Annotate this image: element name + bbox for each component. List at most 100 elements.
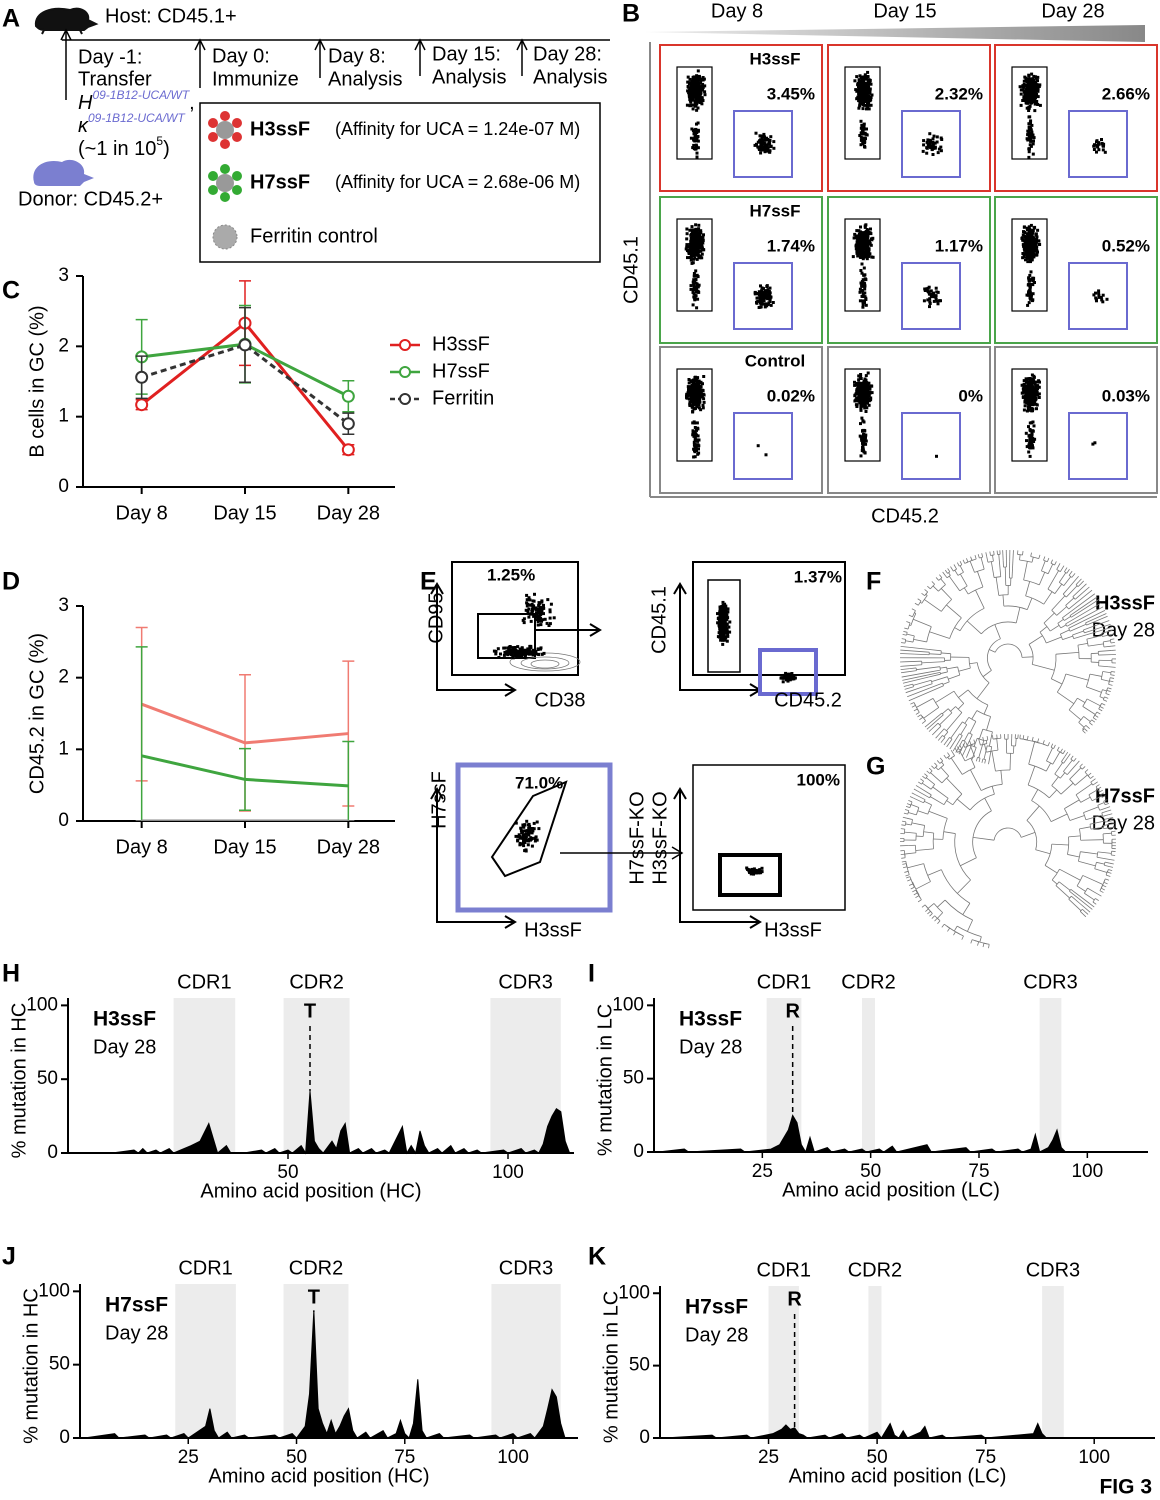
event-dot [695, 401, 698, 404]
tree-branch [1111, 675, 1115, 676]
tree-branch [910, 877, 911, 880]
tree-branch [1045, 865, 1057, 873]
event-dot [527, 843, 530, 846]
row-label: Control [745, 351, 805, 370]
tree-branch [943, 572, 945, 575]
event-dot [1030, 145, 1033, 148]
event-dot [525, 820, 528, 823]
tree-branch [1084, 729, 1087, 732]
event-dot [765, 453, 768, 456]
event-dot [689, 82, 692, 85]
tree-branch [974, 569, 984, 572]
tree-branch [937, 918, 940, 921]
donor-label: Donor: CD45.2+ [18, 188, 163, 210]
tree-branch [1061, 783, 1073, 794]
tree-branch [1022, 657, 1033, 658]
tree-branch [931, 766, 934, 769]
event-dot [537, 653, 540, 656]
tree-branch [1043, 740, 1044, 744]
tree-branch [1056, 652, 1079, 654]
timeline-day: Day 15: [432, 43, 501, 65]
event-dot [861, 299, 864, 302]
immunogen-icon [213, 225, 237, 249]
event-dot [860, 136, 863, 139]
tree-branch [1044, 556, 1045, 560]
event-dot [785, 676, 788, 679]
tree-branch [1059, 882, 1070, 891]
tree-branch [1070, 571, 1072, 574]
donor-mouse-icon [33, 160, 94, 186]
tree-branch [1100, 690, 1103, 697]
event-dot [1027, 290, 1030, 293]
event-dot [864, 378, 867, 381]
event-dot [692, 107, 695, 110]
event-dot [692, 303, 695, 306]
tree-branch [904, 685, 908, 686]
event-dot [689, 256, 692, 259]
event-dot [765, 285, 768, 288]
event-dot [862, 90, 865, 93]
axis-label: H3ssF-KO [649, 791, 671, 884]
event-dot [687, 86, 690, 89]
tree-branch [906, 622, 910, 623]
tree-branch [1109, 684, 1113, 685]
tree-branch [907, 634, 915, 636]
tree-branch [1029, 636, 1042, 645]
event-dot [927, 290, 930, 293]
event-dot [763, 296, 766, 299]
tree-branch [1016, 607, 1020, 623]
tree-branch [907, 688, 930, 697]
event-dot [863, 285, 866, 288]
tree-branch [1104, 697, 1108, 698]
gate-donor [902, 413, 960, 479]
event-dot [867, 372, 870, 375]
event-dot [527, 608, 530, 611]
tree-branch [1072, 631, 1083, 635]
event-dot [863, 267, 866, 270]
tree-branch [1069, 698, 1077, 710]
tree-branch [942, 924, 944, 927]
event-dot [922, 150, 925, 153]
event-dot [865, 107, 868, 110]
tree-branch [907, 651, 929, 653]
event-dot [694, 443, 697, 446]
event-dot [694, 407, 697, 410]
tree-branch [1081, 797, 1091, 802]
tree-branch [1022, 551, 1023, 555]
tree-branch [936, 767, 939, 770]
tree-branch [958, 750, 962, 752]
event-dot [1093, 148, 1096, 151]
axis-label: CD38 [534, 689, 585, 711]
event-dot [756, 297, 759, 300]
event-dot [1028, 123, 1031, 126]
event-dot [1030, 242, 1033, 245]
tree-branch [960, 745, 962, 749]
event-dot [722, 608, 725, 611]
tree-branch [1024, 740, 1040, 744]
tree-branch [960, 561, 962, 565]
tree [900, 550, 1116, 764]
event-dot [696, 156, 699, 159]
event-dot [866, 75, 869, 78]
tree-branch [972, 711, 977, 720]
tree-branch [1107, 688, 1108, 691]
tree-branch [1032, 557, 1033, 562]
tree-branch [906, 864, 907, 867]
event-dot [861, 78, 864, 81]
tree-branch [1024, 580, 1040, 585]
event-dot [699, 81, 702, 84]
tree-branch [975, 555, 976, 559]
event-dot [859, 399, 862, 402]
event-dot [1025, 91, 1028, 94]
tree-branch [909, 884, 913, 886]
axis-label: H7ssF [428, 771, 450, 829]
tree-branch [1032, 664, 1054, 670]
tree-branch [1028, 785, 1049, 798]
immunogen-affinity: (Affinity for UCA = 2.68e-06 M) [335, 172, 580, 192]
event-dot [531, 831, 534, 834]
event-dot [534, 840, 537, 843]
event-dot [853, 79, 856, 82]
tree-branch [902, 864, 906, 865]
event-dot [688, 104, 691, 107]
tree-branch [953, 570, 954, 571]
